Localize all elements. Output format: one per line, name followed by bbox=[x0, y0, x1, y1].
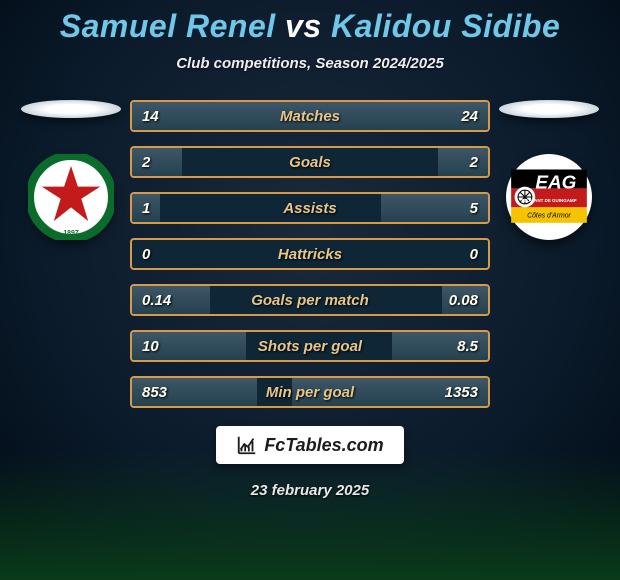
date-text: 23 february 2025 bbox=[0, 482, 620, 499]
player2-name: Kalidou Sidibe bbox=[331, 8, 560, 44]
stat-value-left: 14 bbox=[132, 108, 202, 125]
stat-value-left: 10 bbox=[132, 338, 202, 355]
content: Samuel Renel vs Kalidou Sidibe Club comp… bbox=[0, 0, 620, 580]
stat-value-right: 5 bbox=[418, 200, 488, 217]
guingamp-icon: EAG EN AVANT DE GUINGAMP Côtes d'Armor bbox=[506, 154, 592, 240]
stat-value-right: 1353 bbox=[418, 384, 488, 401]
stat-value-right: 0 bbox=[418, 246, 488, 263]
stat-value-left: 0 bbox=[132, 246, 202, 263]
stat-label: Hattricks bbox=[202, 246, 418, 263]
stat-value-left: 1 bbox=[132, 200, 202, 217]
site-logo-box: FcTables.com bbox=[216, 426, 403, 464]
spotlight-ellipse bbox=[499, 100, 599, 118]
stat-value-right: 0.08 bbox=[418, 292, 488, 309]
stat-value-left: 2 bbox=[132, 154, 202, 171]
stat-row: 10Shots per goal8.5 bbox=[130, 330, 490, 362]
svg-text:Côtes d'Armor: Côtes d'Armor bbox=[527, 213, 571, 220]
chart-icon bbox=[236, 434, 258, 456]
player1-name: Samuel Renel bbox=[60, 8, 276, 44]
player1-spot: 1897 bbox=[16, 100, 126, 240]
club-badge-left: 1897 bbox=[28, 154, 114, 240]
stat-row: 14Matches24 bbox=[130, 100, 490, 132]
stat-label: Matches bbox=[202, 108, 418, 125]
comparison-area: 1897 14Matches24 2Goals2 1Assists5 0Hattric… bbox=[0, 100, 620, 408]
stat-row: 853Min per goal1353 bbox=[130, 376, 490, 408]
stat-label: Shots per goal bbox=[202, 338, 418, 355]
badge-year: 1897 bbox=[63, 230, 78, 237]
stat-row: 0Hattricks0 bbox=[130, 238, 490, 270]
site-logo[interactable]: FcTables.com bbox=[0, 426, 620, 464]
stat-value-right: 2 bbox=[418, 154, 488, 171]
stat-label: Assists bbox=[202, 200, 418, 217]
stats-table: 14Matches24 2Goals2 1Assists5 0Hattricks0 0.… bbox=[130, 100, 490, 408]
player2-spot: EAG EN AVANT DE GUINGAMP Côtes d'Armor bbox=[494, 100, 604, 240]
stat-row: 0.14Goals per match0.08 bbox=[130, 284, 490, 316]
spotlight-ellipse bbox=[21, 100, 121, 118]
stat-label: Goals per match bbox=[202, 292, 418, 309]
subtitle: Club competitions, Season 2024/2025 bbox=[0, 55, 620, 72]
svg-text:EAG: EAG bbox=[535, 172, 576, 193]
vs-text: vs bbox=[285, 8, 322, 44]
red-star-icon: 1897 bbox=[28, 154, 114, 240]
stat-row: 1Assists5 bbox=[130, 192, 490, 224]
svg-text:EN AVANT DE GUINGAMP: EN AVANT DE GUINGAMP bbox=[521, 198, 576, 203]
stat-label: Goals bbox=[202, 154, 418, 171]
stat-label: Min per goal bbox=[202, 384, 418, 401]
stat-value-right: 8.5 bbox=[418, 338, 488, 355]
page-title: Samuel Renel vs Kalidou Sidibe bbox=[0, 0, 620, 45]
stat-value-left: 853 bbox=[132, 384, 202, 401]
club-badge-right: EAG EN AVANT DE GUINGAMP Côtes d'Armor bbox=[506, 154, 592, 240]
stat-row: 2Goals2 bbox=[130, 146, 490, 178]
site-name: FcTables.com bbox=[264, 435, 383, 456]
stat-value-right: 24 bbox=[418, 108, 488, 125]
stat-value-left: 0.14 bbox=[132, 292, 202, 309]
